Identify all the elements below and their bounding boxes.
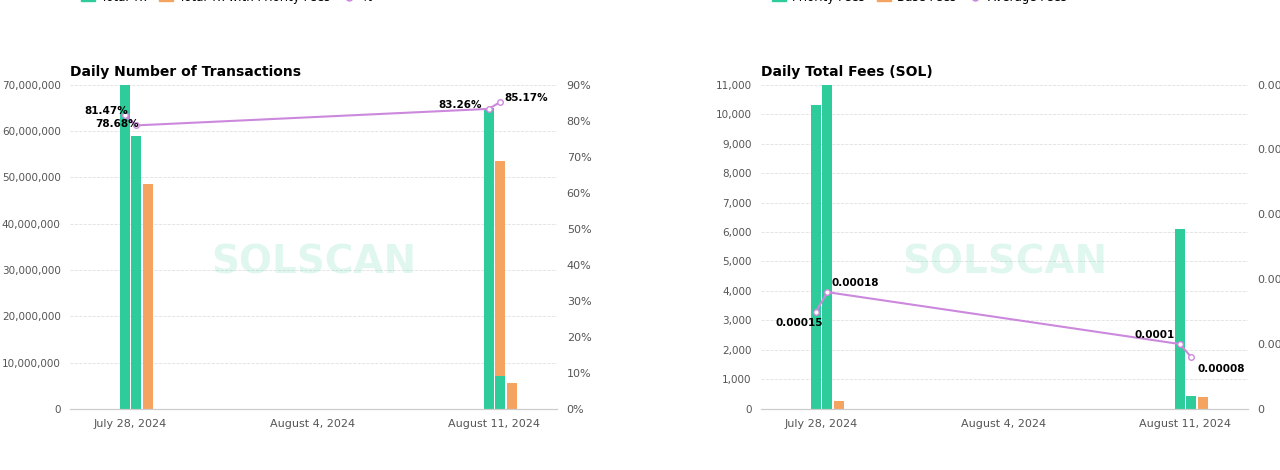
Bar xyxy=(812,105,820,409)
Bar xyxy=(484,108,494,409)
Bar xyxy=(142,184,152,409)
Bar xyxy=(822,85,832,409)
Text: 83.26%: 83.26% xyxy=(439,100,483,110)
Text: Daily Number of Transactions: Daily Number of Transactions xyxy=(70,65,301,79)
Bar xyxy=(495,161,506,409)
Text: 81.47%: 81.47% xyxy=(84,106,128,116)
Text: 0.00015: 0.00015 xyxy=(774,318,823,329)
Text: Daily Total Fees (SOL): Daily Total Fees (SOL) xyxy=(762,65,933,79)
Bar xyxy=(822,400,832,409)
Text: 78.68%: 78.68% xyxy=(96,119,140,129)
Bar xyxy=(1187,396,1196,409)
Bar xyxy=(132,135,141,409)
Legend: Priority Fees, Base Fees, Average Fees: Priority Fees, Base Fees, Average Fees xyxy=(767,0,1071,9)
Bar xyxy=(1198,397,1207,409)
Bar xyxy=(495,376,506,409)
Text: 0.00008: 0.00008 xyxy=(1198,364,1245,374)
Legend: Total Tx, Total Tx with Priority Fees, %: Total Tx, Total Tx with Priority Fees, % xyxy=(77,0,378,9)
Text: SOLSCAN: SOLSCAN xyxy=(211,244,416,282)
Text: 0.00018: 0.00018 xyxy=(832,278,879,288)
Text: 0.0001: 0.0001 xyxy=(1134,330,1175,340)
Bar xyxy=(507,384,517,409)
Bar xyxy=(1175,229,1185,409)
Bar xyxy=(833,401,844,409)
Text: 85.17%: 85.17% xyxy=(504,93,548,103)
Bar xyxy=(1187,400,1196,409)
Bar xyxy=(132,140,141,409)
Bar xyxy=(120,85,131,409)
Text: SOLSCAN: SOLSCAN xyxy=(902,244,1107,282)
